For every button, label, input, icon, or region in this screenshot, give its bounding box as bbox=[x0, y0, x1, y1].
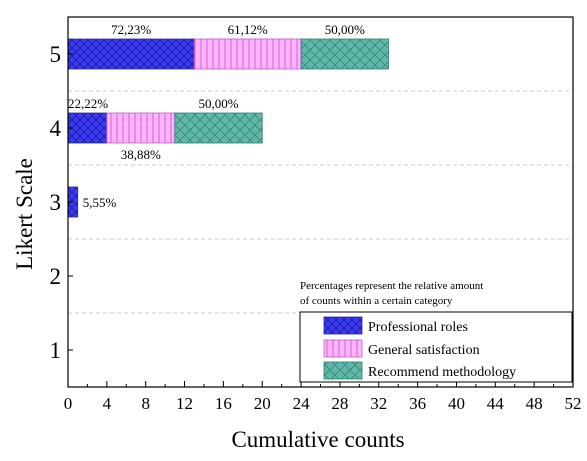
legend: Professional roles General satisfaction … bbox=[299, 311, 573, 383]
y-axis-title: Likert Scale bbox=[12, 158, 37, 270]
bar-label-professional-roles-likert-3: 5,55% bbox=[83, 195, 117, 210]
x-axis-ticks: 0 4 8 12 16 20 24 28 32 36 40 44 48 52 bbox=[64, 381, 582, 413]
bar-label-recommend-methodology-likert-5: 50,00% bbox=[325, 22, 365, 37]
bar-professional-roles-likert-5 bbox=[67, 38, 195, 70]
bar-label-general-satisfaction-likert-5: 61,12% bbox=[228, 22, 268, 37]
x-tick-label: 40 bbox=[448, 394, 465, 413]
x-tick-label: 4 bbox=[103, 394, 112, 413]
bar-general-satisfaction-likert-4 bbox=[106, 112, 176, 144]
bar-labels: 72,23% 61,12% 50,00% 22,22% 38,88% 50,00% 5,55… bbox=[68, 22, 365, 210]
x-tick-label: 36 bbox=[409, 394, 426, 413]
x-tick-label: 32 bbox=[370, 394, 387, 413]
x-tick-label: 20 bbox=[254, 394, 271, 413]
y-axis-ticks: 1 2 3 4 5 bbox=[50, 42, 73, 363]
annotation-line-1: Percentages represent the relative amoun… bbox=[300, 280, 483, 292]
legend-swatch-general-satisfaction bbox=[323, 339, 363, 358]
x-tick-label: 28 bbox=[331, 394, 348, 413]
legend-label-professional-roles: Professional roles bbox=[368, 320, 468, 335]
annotation-line-2: of counts within a certain category bbox=[300, 295, 453, 307]
x-tick-label: 48 bbox=[526, 394, 543, 413]
legend-swatch-professional-roles bbox=[323, 316, 363, 335]
y-tick-label: 4 bbox=[50, 116, 62, 141]
bar-label-professional-roles-likert-4: 22,22% bbox=[68, 96, 108, 111]
bar-label-professional-roles-likert-5: 72,23% bbox=[111, 22, 151, 37]
legend-label-recommend-methodology: Recommend methodology bbox=[368, 365, 516, 380]
x-tick-label: 8 bbox=[141, 394, 150, 413]
bar-recommend-methodology-likert-5 bbox=[300, 38, 389, 70]
legend-swatch-recommend-methodology bbox=[323, 361, 363, 380]
legend-label-general-satisfaction: General satisfaction bbox=[368, 343, 480, 358]
y-tick-label: 1 bbox=[50, 338, 62, 363]
y-tick-label: 2 bbox=[50, 264, 62, 289]
x-tick-label: 0 bbox=[64, 394, 73, 413]
bar-professional-roles-likert-4 bbox=[67, 112, 108, 144]
bar-general-satisfaction-likert-5 bbox=[193, 38, 302, 70]
x-axis-title: Cumulative counts bbox=[231, 427, 404, 452]
bar-label-general-satisfaction-likert-4: 38,88% bbox=[121, 147, 161, 162]
x-tick-label: 16 bbox=[215, 394, 232, 413]
y-tick-label: 3 bbox=[50, 190, 62, 215]
bar-recommend-methodology-likert-4 bbox=[174, 112, 263, 144]
x-tick-label: 24 bbox=[293, 394, 311, 413]
x-tick-label: 12 bbox=[176, 394, 193, 413]
x-tick-label: 44 bbox=[487, 394, 505, 413]
y-tick-label: 5 bbox=[50, 42, 62, 67]
bars bbox=[67, 38, 389, 218]
bar-label-recommend-methodology-likert-4: 50,00% bbox=[198, 96, 238, 111]
x-tick-label: 52 bbox=[565, 394, 582, 413]
